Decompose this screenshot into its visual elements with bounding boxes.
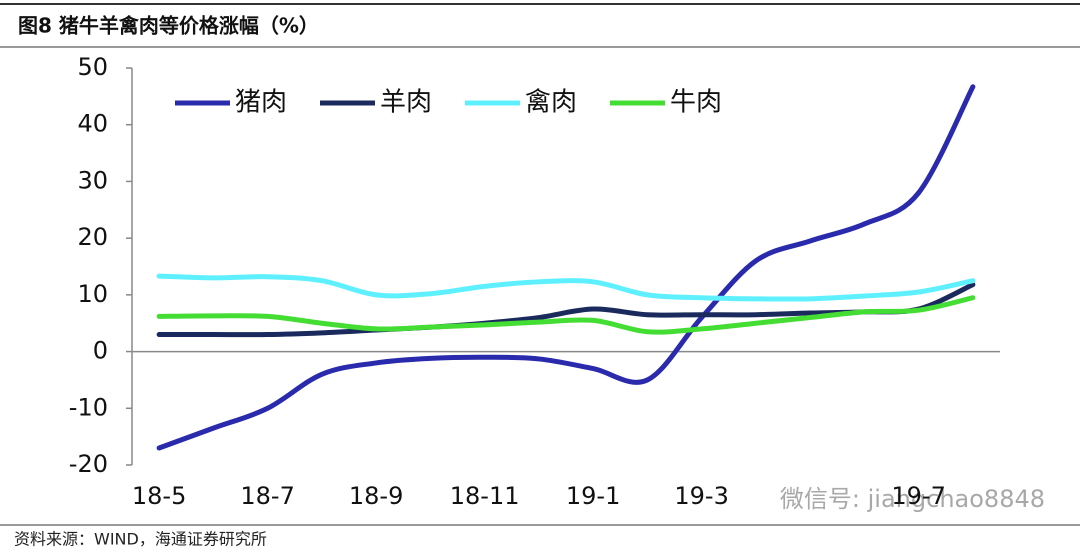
y-tick-label: -20 (69, 450, 108, 478)
y-tick-label: 20 (77, 223, 108, 251)
legend-label: 猪肉 (235, 88, 287, 118)
x-tick-label: 19-3 (674, 482, 728, 510)
watermark: 微信号: jiangchao8848 (780, 485, 1045, 513)
y-tick-label: 0 (93, 337, 108, 365)
legend-label: 禽肉 (525, 88, 577, 118)
x-tick-label: 18-9 (349, 482, 403, 510)
series-line (156, 84, 976, 451)
x-tick-label: 19-1 (566, 482, 620, 510)
source: 资料来源：WIND，海通证券研究所 (14, 530, 267, 549)
series-line (156, 273, 976, 302)
x-tick-label: 18-11 (450, 482, 520, 510)
x-tick-label: 19-7 (891, 482, 945, 510)
x-tick-label: 18-7 (240, 482, 294, 510)
y-tick-label: 40 (77, 110, 108, 138)
legend-label: 牛肉 (670, 88, 722, 118)
series-line (156, 282, 976, 338)
y-tick-label: 30 (77, 166, 108, 194)
y-tick-label: -10 (69, 393, 108, 421)
y-tick-label: 10 (77, 280, 108, 308)
y-tick-label: 50 (77, 53, 108, 81)
x-tick-label: 18-5 (132, 482, 186, 510)
legend-label: 羊肉 (380, 88, 432, 118)
chart-title: 图8 猪牛羊禽肉等价格涨幅（%） (18, 14, 319, 38)
series-line (156, 295, 976, 335)
